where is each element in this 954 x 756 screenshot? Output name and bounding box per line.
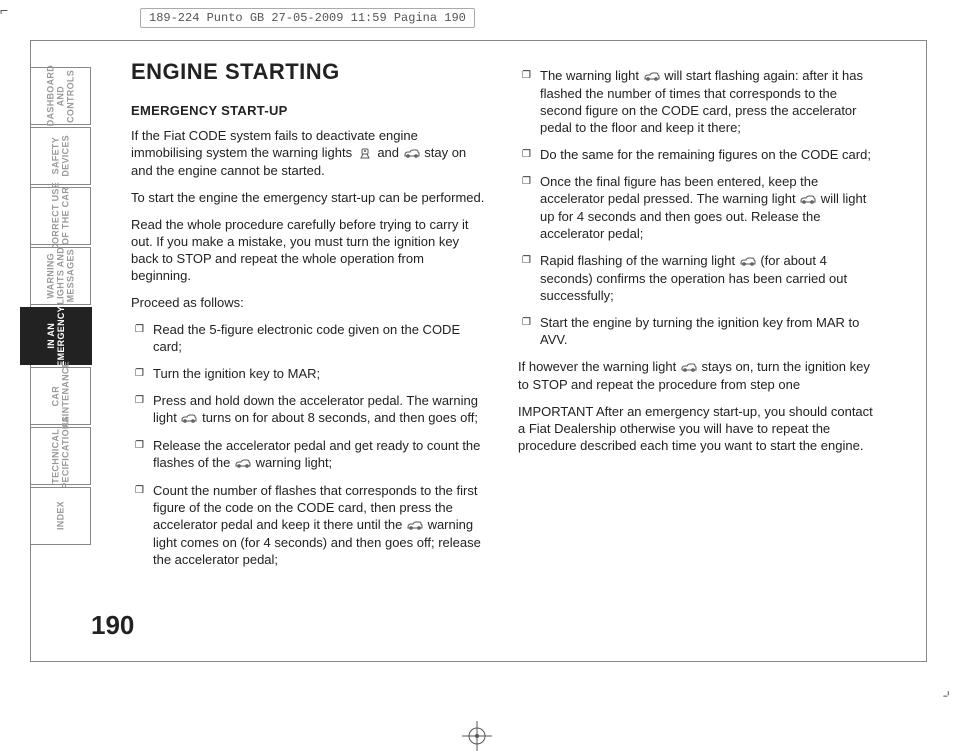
list-item: Do the same for the remaining figures on… [518,146,873,163]
list-item: Start the engine by turning the ignition… [518,314,873,348]
para-6: IMPORTANT After an emergency start-up, y… [518,403,873,454]
tab-safety[interactable]: SAFETY DEVICES [31,127,91,185]
list-item: Release the accelerator pedal and get re… [131,437,486,472]
tab-dashboard[interactable]: DASHBOARD AND CONTROLS [31,67,91,125]
list-item: Count the number of flashes that corresp… [131,482,486,568]
procedure-list-left: Read the 5-figure electronic code given … [131,321,486,568]
section-heading: EMERGENCY START-UP [131,102,486,119]
list-item: Turn the ignition key to MAR; [131,365,486,382]
registration-mark-icon [462,721,492,751]
key-icon [357,145,373,162]
list-item: Press and hold down the accelerator peda… [131,392,486,427]
para-2: To start the engine the emergency start-… [131,189,486,206]
car-icon [235,455,251,472]
list-item: Read the 5-figure electronic code given … [131,321,486,355]
car-icon [800,191,816,208]
para-3: Read the whole procedure carefully befor… [131,216,486,284]
print-header: 189-224 Punto GB 27-05-2009 11:59 Pagina… [140,8,475,28]
crop-mark-br: ⌏ [943,687,954,704]
list-item: Rapid flashing of the warning light (for… [518,252,873,304]
tab-correct-use[interactable]: CORRECT USE OF THE CAR [31,187,91,245]
right-column: The warning light will start flashing ag… [518,63,873,578]
tab-emergency[interactable]: IN AN EMERGENCY [20,307,92,365]
para-4: Proceed as follows: [131,294,486,311]
list-item: Once the final figure has been entered, … [518,173,873,242]
tab-index[interactable]: INDEX [31,487,91,545]
car-icon [404,145,420,162]
content-area: ENGINE STARTING EMERGENCY START-UP If th… [131,63,901,578]
car-icon [644,68,660,85]
para-5: If however the warning light stays on, t… [518,358,873,393]
page-title: ENGINE STARTING [131,63,486,80]
crop-mark-tl: ⌐ [0,2,8,18]
car-icon [740,253,756,270]
procedure-list-right: The warning light will start flashing ag… [518,67,873,348]
sidebar-tabs: DASHBOARD AND CONTROLS SAFETY DEVICES CO… [31,67,101,547]
tab-warning-lights[interactable]: WARNING LIGHTS AND MESSAGES [31,247,91,305]
tab-specs[interactable]: TECHNICAL SPECIFICATIONS [31,427,91,485]
list-item: The warning light will start flashing ag… [518,67,873,136]
car-icon [407,517,423,534]
para-1: If the Fiat CODE system fails to deactiv… [131,127,486,179]
left-column: ENGINE STARTING EMERGENCY START-UP If th… [131,63,486,578]
car-icon [181,410,197,427]
page-number: 190 [91,610,134,641]
page-frame: DASHBOARD AND CONTROLS SAFETY DEVICES CO… [30,40,927,662]
car-icon [681,359,697,376]
